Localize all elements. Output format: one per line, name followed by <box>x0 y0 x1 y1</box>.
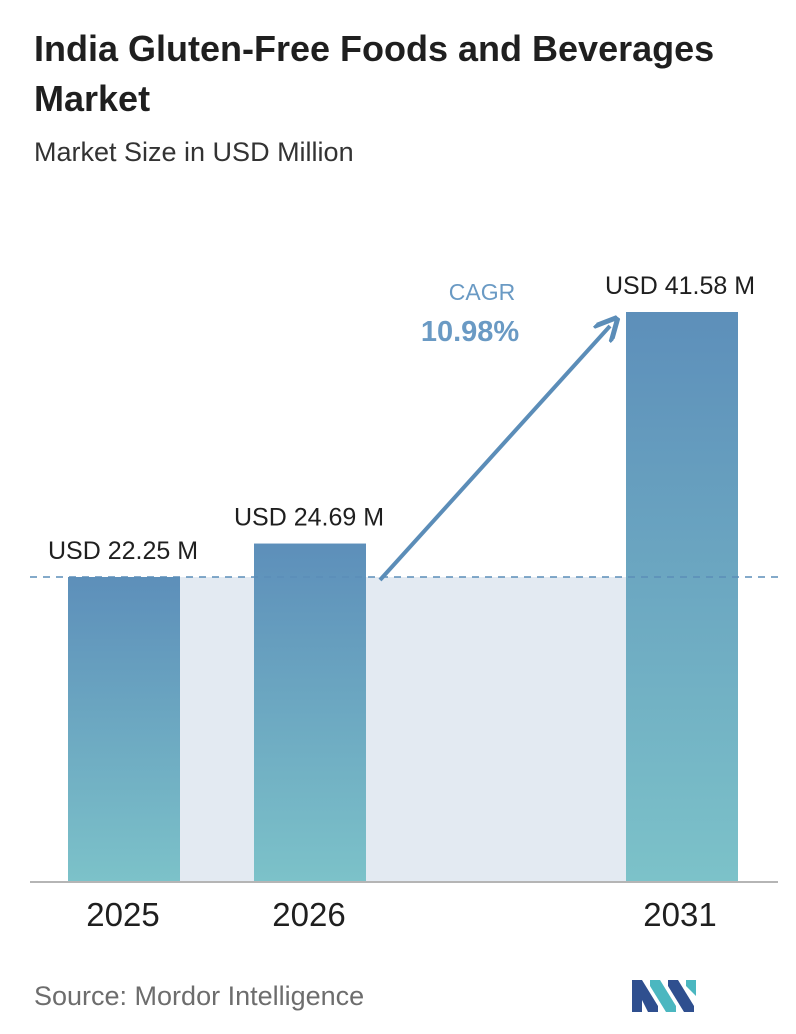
bar-2031 <box>626 312 738 882</box>
x-tick-label-2031: 2031 <box>643 896 716 933</box>
cagr-arrow <box>378 326 610 582</box>
cagr-label: CAGR <box>449 279 515 305</box>
data-label-2031: USD 41.58 M <box>605 272 755 300</box>
x-tick-label-2025: 2025 <box>86 896 159 933</box>
cagr-value: 10.98% <box>421 316 520 348</box>
chart-subtitle: Market Size in USD Million <box>34 137 354 167</box>
chart-title: India Gluten-Free Foods and Beverages Ma… <box>34 28 715 119</box>
bar-chart: USD 22.25 M 2025 USD 24.69 M 2026 USD 41.58 … <box>30 272 780 933</box>
source-note: Source: Mordor Intelligence <box>34 981 365 1011</box>
data-label-2025: USD 22.25 M <box>48 537 198 565</box>
mordor-intelligence-logo <box>632 980 696 1012</box>
bar-2026 <box>254 543 366 882</box>
bar-2025 <box>68 576 180 882</box>
data-label-2026: USD 24.69 M <box>234 504 384 532</box>
x-tick-label-2026: 2026 <box>272 896 345 933</box>
